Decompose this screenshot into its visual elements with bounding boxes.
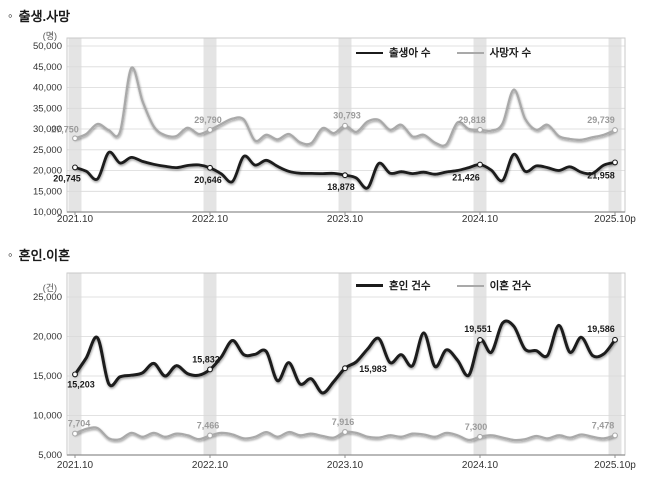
highlight-band <box>203 38 217 212</box>
bullet-icon: ◦ <box>8 247 13 262</box>
data-point-marker <box>207 432 213 439</box>
highlight-band <box>338 273 352 455</box>
highlight-band <box>473 273 487 455</box>
data-label: 21,958 <box>587 170 615 180</box>
y-axis-tick-label: 15,000 <box>33 186 62 197</box>
y-axis-tick-label: 20,000 <box>33 166 62 177</box>
y-axis-tick-label: 50,000 <box>33 41 62 52</box>
y-axis-tick-label: 15,000 <box>33 371 62 382</box>
birth-death-section-title: ◦ 출생.사망 <box>8 6 70 25</box>
data-label: 7,466 <box>197 421 220 431</box>
data-label: 7,478 <box>592 420 615 430</box>
data-point-marker <box>612 336 618 343</box>
data-label: 30,793 <box>333 111 361 121</box>
highlight-band <box>203 273 217 455</box>
data-label: 20,646 <box>194 175 222 185</box>
data-point-marker <box>72 371 78 378</box>
y-axis-tick-label: 10,000 <box>33 411 62 422</box>
y-axis-unit-label: (명) <box>43 31 57 41</box>
data-point-marker <box>207 366 213 373</box>
x-axis-tick-label: 2022.10 <box>192 460 229 471</box>
y-axis-tick-label: 35,000 <box>33 103 62 114</box>
y-axis-tick-label: 25,000 <box>33 145 62 156</box>
data-point-marker <box>342 172 348 179</box>
marriage-divorce-line-chart: 15,203 15,832 15,983 19,551 19,586 7,704 7,466… <box>33 272 636 471</box>
x-axis-tick-label: 2021.10 <box>57 460 94 471</box>
x-axis-tick-label: 2024.10 <box>462 460 499 471</box>
bullet-icon: ◦ <box>8 8 13 23</box>
highlight-band <box>608 273 622 455</box>
x-axis-tick-label: 2021.10 <box>57 214 94 225</box>
marriage-divorce-section-title: ◦ 혼인.이혼 <box>8 245 70 264</box>
x-axis-tick-label: 2023.10 <box>327 460 364 471</box>
y-axis-tick-label: 45,000 <box>33 62 62 73</box>
y-axis-tick-label: 40,000 <box>33 83 62 94</box>
x-axis-tick-label: 2025.10p <box>594 214 636 225</box>
data-point-marker <box>477 433 483 440</box>
data-point-marker <box>207 164 213 171</box>
y-axis-tick-label: 20,000 <box>33 332 62 343</box>
data-point-marker <box>612 127 618 134</box>
highlight-band <box>473 38 487 212</box>
data-label: 29,818 <box>458 115 486 125</box>
data-label: 20,745 <box>53 173 81 183</box>
data-label: 27,750 <box>51 124 79 134</box>
data-point-marker <box>72 135 78 142</box>
marriage-divorce-title-text: 혼인.이혼 <box>18 248 71 263</box>
x-axis-tick-label: 2025.10p <box>594 460 636 471</box>
data-label: 21,426 <box>452 173 480 183</box>
data-point-marker <box>477 126 483 133</box>
data-point-marker <box>342 122 348 129</box>
data-point-marker <box>342 365 348 372</box>
data-label: 7,300 <box>465 422 488 432</box>
data-point-marker <box>342 429 348 435</box>
data-point-marker <box>72 164 78 171</box>
data-label: 15,832 <box>192 354 220 364</box>
x-axis-tick-label: 2024.10 <box>462 214 499 225</box>
data-label: 15,983 <box>359 364 387 374</box>
x-axis-tick-label: 2023.10 <box>327 214 364 225</box>
data-label: 7,916 <box>332 417 355 427</box>
data-point-marker <box>612 432 618 439</box>
y-axis-tick-label: 30,000 <box>33 124 62 135</box>
highlight-band <box>608 38 622 212</box>
data-label: 19,586 <box>587 324 615 334</box>
data-point-marker <box>612 159 618 166</box>
y-axis-tick-label: 10,000 <box>33 207 62 218</box>
y-axis-tick-label: 5,000 <box>38 450 62 461</box>
highlight-band <box>68 273 82 455</box>
birth-death-title-text: 출생.사망 <box>18 9 71 24</box>
data-label: 29,739 <box>587 115 615 125</box>
data-label: 29,790 <box>194 115 222 125</box>
data-point-marker <box>207 126 213 133</box>
y-axis-unit-label: (건) <box>43 283 57 293</box>
data-label: 15,203 <box>67 379 95 389</box>
y-axis-tick-label: 25,000 <box>33 292 62 303</box>
birth-death-line-chart: 20,745 20,646 18,878 21,426 21,958 27,750 29,7… <box>33 31 636 225</box>
data-point-marker <box>477 161 483 168</box>
x-axis-tick-label: 2022.10 <box>192 214 229 225</box>
data-label: 19,551 <box>464 324 492 334</box>
data-point-marker <box>72 430 78 437</box>
data-point-marker <box>477 337 483 343</box>
data-label: 7,704 <box>68 419 91 429</box>
data-label: 18,878 <box>327 182 355 192</box>
